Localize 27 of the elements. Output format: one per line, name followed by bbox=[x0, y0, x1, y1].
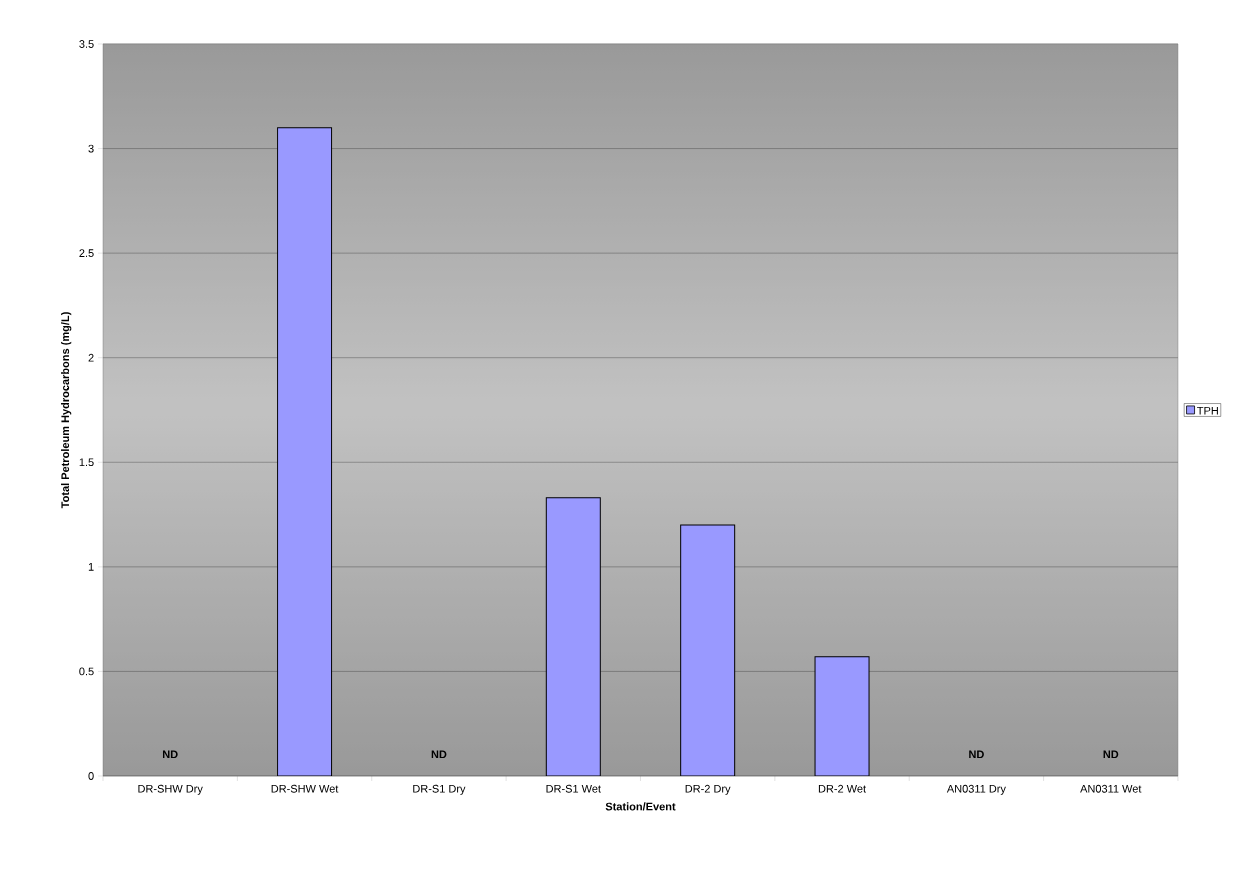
x-tick-label: AN0311 Wet bbox=[1080, 784, 1142, 793]
y-tick-label: 0 bbox=[88, 772, 94, 780]
annotation: ND bbox=[162, 750, 178, 759]
y-axis-title: Total Petroleum Hydrocarbons (mg/L) bbox=[61, 312, 72, 509]
x-tick-label: DR-S1 Dry bbox=[413, 784, 466, 795]
x-tick-label: DR-S1 Wet bbox=[546, 784, 601, 793]
annotation: ND bbox=[1103, 750, 1119, 759]
text: TPH bbox=[1197, 406, 1218, 415]
x-axis-title: Station/Event bbox=[605, 802, 676, 811]
y-tick-label: 1 bbox=[88, 563, 94, 571]
x-tick-label: AN0311 Dry bbox=[946, 784, 1006, 795]
annotation: ND bbox=[969, 750, 984, 759]
y-tick-label: 1.5 bbox=[79, 458, 94, 467]
y-tick-label: 2.5 bbox=[79, 249, 94, 258]
x-tick-label: DR-SHW Dry bbox=[138, 784, 203, 795]
x-tick-label: DR-SHW Wet bbox=[271, 784, 339, 793]
x-tick-label: DR-2 Wet bbox=[818, 784, 866, 793]
y-tick-label: 3.5 bbox=[79, 40, 94, 48]
bar bbox=[680, 524, 736, 776]
bar bbox=[545, 497, 601, 776]
bar bbox=[277, 127, 333, 776]
bar bbox=[814, 656, 870, 776]
y-tick-label: 0.5 bbox=[79, 667, 94, 676]
y-tick-label: 3 bbox=[88, 144, 94, 153]
x-tick-label: DR-2 Dry bbox=[685, 784, 731, 795]
y-tick-label: 2 bbox=[88, 353, 94, 362]
annotation: ND bbox=[431, 750, 447, 759]
